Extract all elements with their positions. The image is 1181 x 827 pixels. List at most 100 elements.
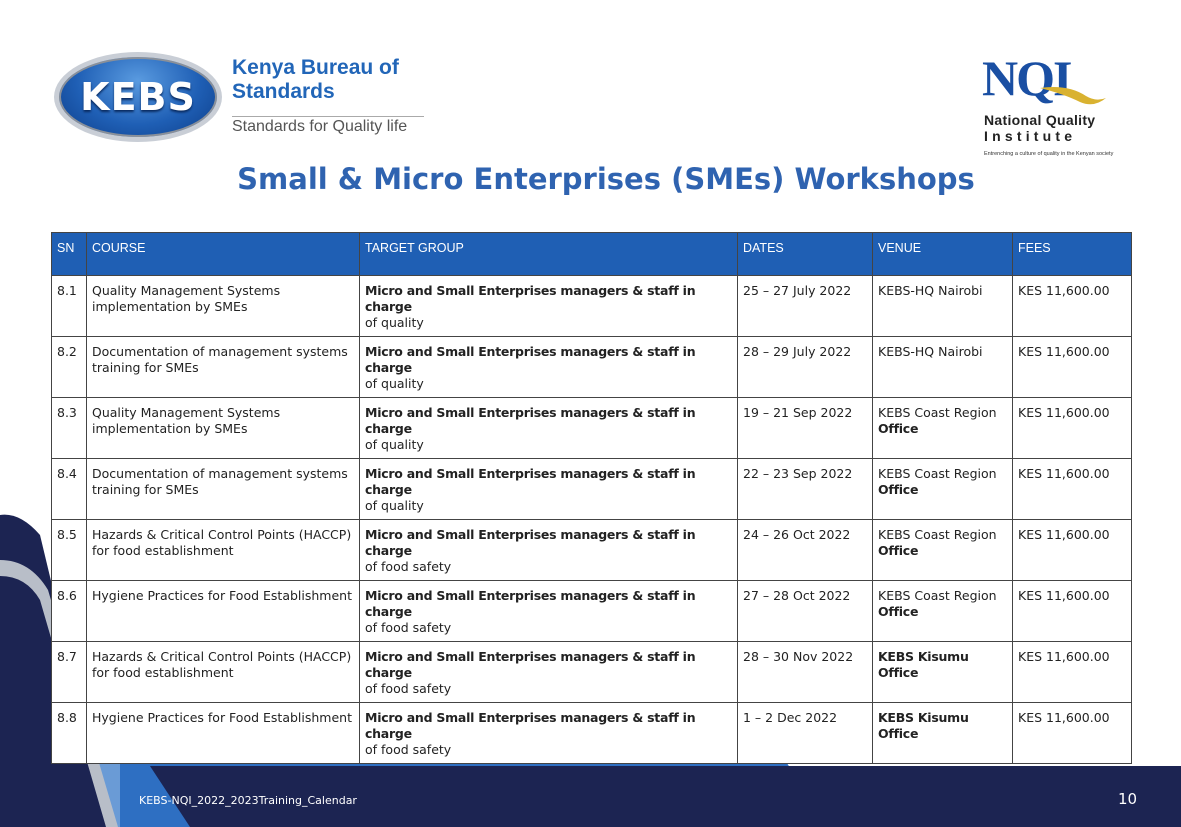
cell-venue: KEBS Coast Region Office (872, 580, 1013, 642)
cell-course: Quality Management Systems implementatio… (86, 397, 360, 459)
table-row: 8.1 Quality Management Systems implement… (51, 275, 1132, 337)
cell-sn: 8.4 (51, 458, 87, 520)
cell-target-group: Micro and Small Enterprises managers & s… (359, 641, 738, 703)
venue-main: KEBS Coast Region (878, 527, 997, 542)
kebs-logo: KEBS Kenya Bureau of Standards Standards… (50, 50, 430, 150)
cell-venue: KEBS-HQ Nairobi (872, 336, 1013, 398)
cell-sn: 8.7 (51, 641, 87, 703)
cell-fees: KES 11,600.00 (1012, 397, 1132, 459)
header-course: COURSE (86, 232, 360, 276)
cell-fees: KES 11,600.00 (1012, 519, 1132, 581)
target-group-bold: Micro and Small Enterprises managers & s… (365, 649, 696, 680)
venue-main: KEBS Coast Region (878, 405, 997, 420)
cell-venue: KEBS Coast Region Office (872, 397, 1013, 459)
cell-sn: 8.6 (51, 580, 87, 642)
nqi-swoosh-icon (1040, 87, 1106, 105)
cell-target-group: Micro and Small Enterprises managers & s… (359, 702, 738, 764)
venue-bold: Office (878, 543, 919, 558)
cell-dates: 22 – 23 Sep 2022 (737, 458, 873, 520)
target-group-rest: of food safety (365, 559, 452, 574)
cell-fees: KES 11,600.00 (1012, 275, 1132, 337)
venue-bold: Office (878, 482, 919, 497)
target-group-rest: of food safety (365, 742, 452, 757)
table-row: 8.7 Hazards & Critical Control Points (H… (51, 641, 1132, 703)
nqi-name-line1: National Quality (984, 112, 1096, 128)
cell-dates: 19 – 21 Sep 2022 (737, 397, 873, 459)
cell-course: Hygiene Practices for Food Establishment (86, 580, 360, 642)
cell-target-group: Micro and Small Enterprises managers & s… (359, 397, 738, 459)
cell-venue: KEBS Kisumu Office (872, 641, 1013, 703)
cell-target-group: Micro and Small Enterprises managers & s… (359, 519, 738, 581)
cell-sn: 8.2 (51, 336, 87, 398)
table-row: 8.8 Hygiene Practices for Food Establish… (51, 702, 1132, 764)
cell-fees: KES 11,600.00 (1012, 641, 1132, 703)
cell-dates: 25 – 27 July 2022 (737, 275, 873, 337)
venue-bold: KEBS Kisumu Office (878, 649, 969, 680)
target-group-bold: Micro and Small Enterprises managers & s… (365, 283, 696, 314)
cell-target-group: Micro and Small Enterprises managers & s… (359, 275, 738, 337)
venue-bold: KEBS Kisumu Office (878, 710, 969, 741)
cell-course: Hazards & Critical Control Points (HACCP… (86, 519, 360, 581)
header-dates: DATES (737, 232, 873, 276)
cell-sn: 8.1 (51, 275, 87, 337)
table-row: 8.4 Documentation of management systems … (51, 458, 1132, 520)
header-venue: VENUE (872, 232, 1013, 276)
workshops-table-wrapper: SN COURSE TARGET GROUP DATES VENUE FEES … (51, 232, 1132, 764)
cell-dates: 28 – 29 July 2022 (737, 336, 873, 398)
page-number: 10 (1118, 790, 1138, 808)
header-sn: SN (51, 232, 87, 276)
table-row: 8.2 Documentation of management systems … (51, 336, 1132, 398)
cell-venue: KEBS Kisumu Office (872, 702, 1013, 764)
cell-course: Documentation of management systems trai… (86, 336, 360, 398)
nqi-tagline: Entrenching a culture of quality in the … (984, 151, 1114, 157)
kebs-name: Kenya Bureau of Standards (232, 56, 432, 104)
table-row: 8.6 Hygiene Practices for Food Establish… (51, 580, 1132, 642)
kebs-name-line2: Standards (232, 80, 335, 103)
target-group-rest: of quality (365, 376, 424, 391)
cell-course: Quality Management Systems implementatio… (86, 275, 360, 337)
cell-dates: 28 – 30 Nov 2022 (737, 641, 873, 703)
venue-main: KEBS Coast Region (878, 466, 997, 481)
target-group-rest: of quality (365, 315, 424, 330)
venue-bold: Office (878, 604, 919, 619)
header-target-group: TARGET GROUP (359, 232, 738, 276)
cell-dates: 1 – 2 Dec 2022 (737, 702, 873, 764)
target-group-bold: Micro and Small Enterprises managers & s… (365, 710, 696, 741)
target-group-rest: of food safety (365, 681, 452, 696)
cell-venue: KEBS-HQ Nairobi (872, 275, 1013, 337)
cell-fees: KES 11,600.00 (1012, 458, 1132, 520)
table-header-row: SN COURSE TARGET GROUP DATES VENUE FEES (51, 232, 1132, 276)
kebs-name-line1: Kenya Bureau of (232, 56, 399, 79)
table-row: 8.3 Quality Management Systems implement… (51, 397, 1132, 459)
table-row: 8.5 Hazards & Critical Control Points (H… (51, 519, 1132, 581)
venue-main: KEBS-HQ Nairobi (878, 283, 983, 298)
target-group-bold: Micro and Small Enterprises managers & s… (365, 527, 696, 558)
cell-dates: 24 – 26 Oct 2022 (737, 519, 873, 581)
workshops-table: SN COURSE TARGET GROUP DATES VENUE FEES … (51, 232, 1132, 764)
kebs-tagline: Standards for Quality life (232, 116, 424, 136)
target-group-bold: Micro and Small Enterprises managers & s… (365, 344, 696, 375)
cell-venue: KEBS Coast Region Office (872, 519, 1013, 581)
nqi-name-line2: Institute (984, 128, 1077, 144)
target-group-bold: Micro and Small Enterprises managers & s… (365, 588, 696, 619)
venue-main: KEBS-HQ Nairobi (878, 344, 983, 359)
cell-target-group: Micro and Small Enterprises managers & s… (359, 336, 738, 398)
header-fees: FEES (1012, 232, 1132, 276)
cell-course: Hazards & Critical Control Points (HACCP… (86, 641, 360, 703)
kebs-emblem-text: KEBS (80, 75, 196, 119)
cell-target-group: Micro and Small Enterprises managers & s… (359, 458, 738, 520)
target-group-bold: Micro and Small Enterprises managers & s… (365, 405, 696, 436)
nqi-emblem-text: NQI (982, 50, 1072, 106)
cell-fees: KES 11,600.00 (1012, 336, 1132, 398)
cell-sn: 8.5 (51, 519, 87, 581)
cell-dates: 27 – 28 Oct 2022 (737, 580, 873, 642)
cell-target-group: Micro and Small Enterprises managers & s… (359, 580, 738, 642)
venue-bold: Office (878, 421, 919, 436)
cell-course: Hygiene Practices for Food Establishment (86, 702, 360, 764)
target-group-rest: of quality (365, 437, 424, 452)
footer-document-name: KEBS-NQI_2022_2023Training_Calendar (139, 794, 357, 807)
target-group-bold: Micro and Small Enterprises managers & s… (365, 466, 696, 497)
cell-sn: 8.8 (51, 702, 87, 764)
nqi-name: National Quality Institute (984, 112, 1095, 144)
nqi-logo: NQI National Quality Institute Entrenchi… (978, 52, 1123, 164)
